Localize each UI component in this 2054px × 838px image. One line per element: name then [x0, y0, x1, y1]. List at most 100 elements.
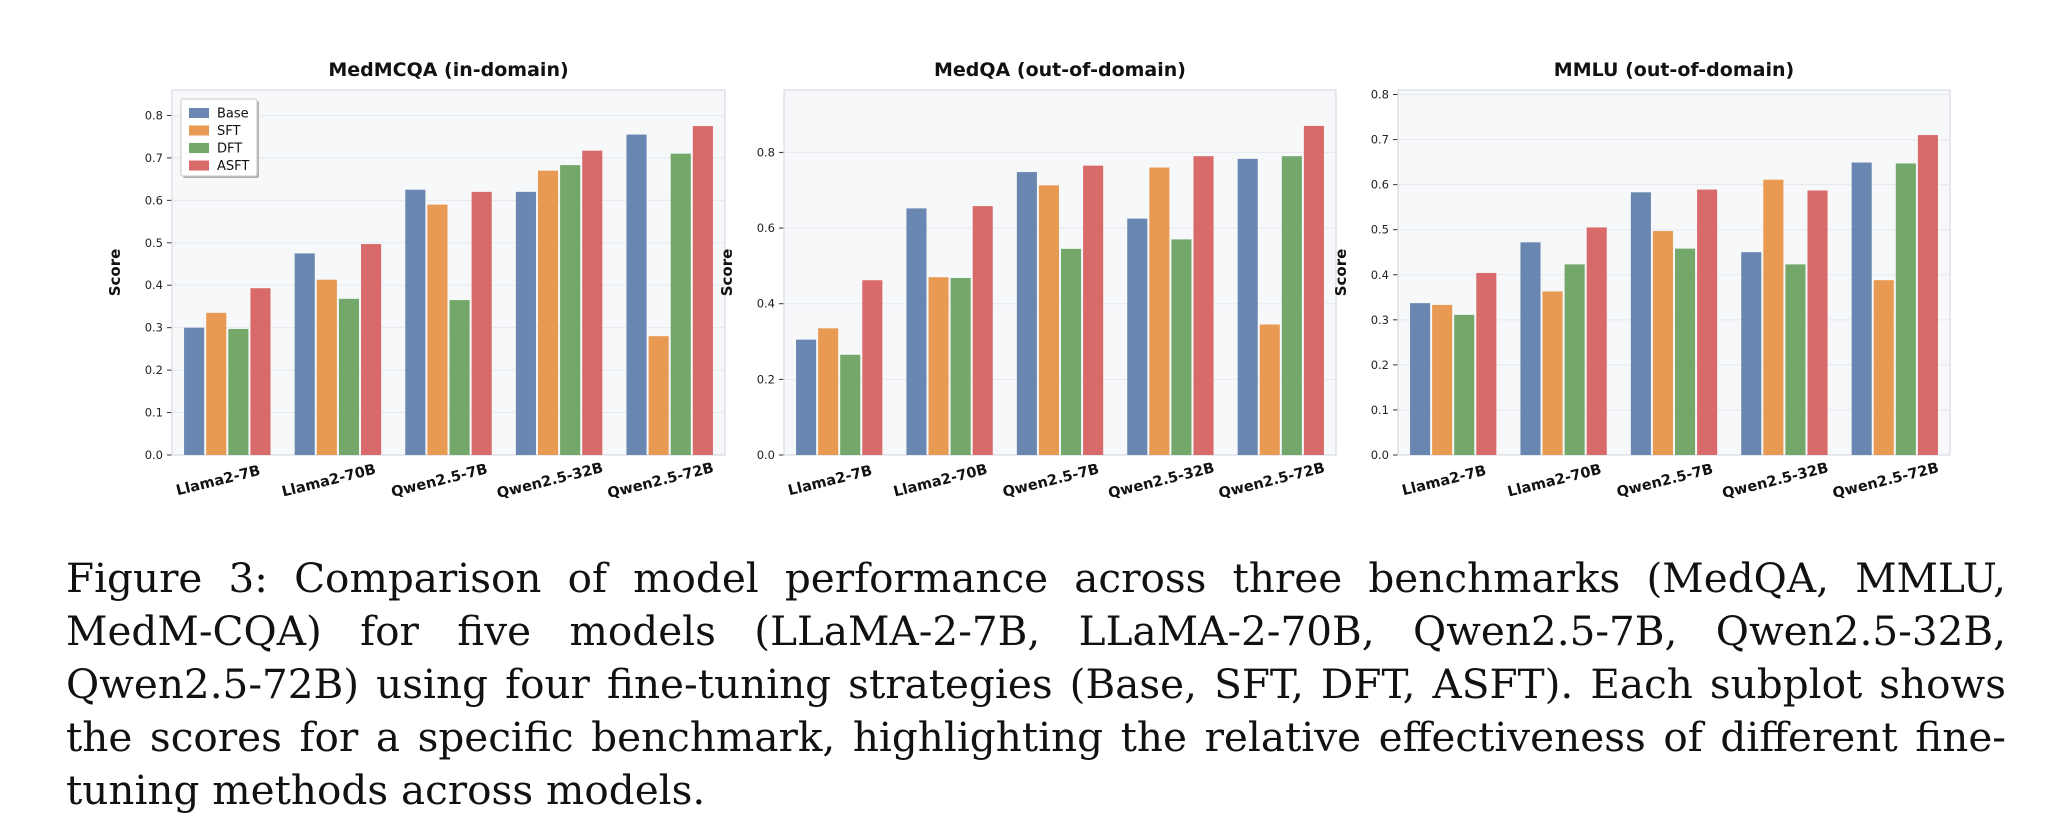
x-category-label: Qwen2.5-72B	[606, 460, 715, 502]
y-tick-label: 0.8	[145, 108, 163, 122]
y-axis-label: Score	[1332, 249, 1350, 297]
bar-sft-qwen2.5-32b	[537, 170, 559, 456]
bar-dft-qwen2.5-32b	[560, 165, 581, 456]
plot-frame	[1397, 89, 1951, 456]
bar-sft-qwen2.5-7b	[427, 204, 448, 455]
x-category-label: Qwen2.5-7B	[1615, 461, 1715, 500]
bar-asft-llama2-70b	[1586, 227, 1607, 455]
bar-base-qwen2.5-72b	[1851, 162, 1872, 455]
x-category-label: Llama2-70B	[280, 462, 377, 501]
bar-dft-llama2-7b	[1454, 314, 1475, 455]
bar-dft-llama2-70b	[338, 298, 360, 455]
bar-asft-qwen2.5-7b	[1697, 189, 1718, 455]
bar-sft-qwen2.5-32b	[1763, 179, 1784, 455]
bar-asft-qwen2.5-72b	[1917, 135, 1938, 456]
y-tick-label: 0.8	[757, 145, 775, 159]
bar-asft-llama2-70b	[361, 244, 382, 455]
bar-sft-qwen2.5-72b	[648, 336, 669, 455]
legend-swatch-base	[189, 108, 209, 118]
legend-box	[180, 98, 258, 177]
x-category-label: Qwen2.5-32B	[1721, 460, 1830, 502]
x-category-label: Qwen2.5-7B	[1001, 461, 1101, 500]
chart-panel-3: 0.0 0.1 0.2 0.3 0.4 0.5 0.6 0.7 0.8 Llama2-7B Llam…	[1332, 59, 1951, 502]
bar-sft-llama2-70b	[316, 279, 337, 455]
bar-asft-llama2-7b	[862, 280, 883, 455]
y-axis-label: Score	[106, 249, 124, 297]
x-category-label: Qwen2.5-32B	[495, 460, 604, 502]
y-tick-label: 0.8	[1371, 88, 1389, 102]
y-tick-label: 0.6	[757, 221, 775, 235]
bar-dft-llama2-70b	[950, 277, 971, 455]
y-tick-label: 0.1	[1371, 403, 1389, 417]
bar-base-qwen2.5-32b	[1741, 252, 1762, 455]
x-category-label: Llama2-7B	[787, 463, 874, 499]
bar-base-llama2-70b	[1520, 242, 1541, 455]
legend-swatch-asft	[189, 160, 209, 171]
plot-frame	[171, 89, 726, 456]
chart-title: MedMCQA (in-domain)	[328, 59, 568, 81]
bar-base-qwen2.5-7b	[1630, 192, 1651, 455]
y-tick-label: 0.3	[145, 321, 163, 335]
x-category-label: Llama2-7B	[1401, 463, 1488, 499]
bar-asft-qwen2.5-7b	[471, 191, 492, 455]
bar-sft-llama2-7b	[818, 328, 839, 455]
bar-sft-qwen2.5-32b	[1149, 167, 1170, 455]
chart-title: MMLU (out-of-domain)	[1554, 59, 1794, 81]
bar-dft-qwen2.5-72b	[1895, 163, 1916, 455]
bar-asft-qwen2.5-32b	[582, 150, 603, 455]
x-category-label: Llama2-70B	[1506, 462, 1603, 501]
bar-base-qwen2.5-72b	[626, 134, 647, 455]
bar-base-qwen2.5-72b	[1237, 158, 1258, 456]
y-tick-label: 0.7	[1371, 133, 1389, 147]
bar-asft-llama2-7b	[1476, 272, 1497, 455]
chart-title: MedQA (out-of-domain)	[934, 59, 1186, 81]
y-tick-label: 0.0	[1371, 448, 1389, 462]
legend-label-dft: DFT	[217, 142, 242, 157]
y-tick-label: 0.5	[1371, 223, 1389, 237]
bar-dft-llama2-70b	[1564, 264, 1585, 455]
legend-swatch-dft	[189, 143, 209, 153]
y-tick-label: 0.3	[1371, 313, 1389, 327]
y-tick-label: 0.4	[757, 297, 775, 311]
bar-base-qwen2.5-32b	[515, 191, 536, 455]
bar-dft-qwen2.5-7b	[1675, 248, 1696, 455]
bar-base-llama2-70b	[906, 208, 927, 455]
bar-sft-qwen2.5-72b	[1873, 280, 1894, 455]
y-tick-label: 0.7	[145, 151, 163, 165]
bar-sft-qwen2.5-7b	[1038, 185, 1059, 456]
legend-label-asft: ASFT	[217, 159, 249, 174]
bar-sft-llama2-7b	[1432, 304, 1453, 455]
bar-sft-llama2-70b	[1542, 291, 1563, 455]
figure-panels: 0.0 0.1 0.2 0.3 0.4 0.5 0.6 0.7 0.8 Llama2-7B Llam…	[106, 59, 1951, 502]
bar-base-qwen2.5-7b	[405, 189, 426, 455]
bar-dft-qwen2.5-7b	[449, 300, 470, 455]
x-category-label: Qwen2.5-7B	[390, 461, 490, 500]
x-category-label: Llama2-70B	[892, 462, 989, 501]
bar-dft-llama2-7b	[840, 354, 861, 455]
legend-swatch-sft	[189, 125, 209, 136]
bar-asft-qwen2.5-72b	[1303, 125, 1324, 455]
legend-label-sft: SFT	[217, 124, 241, 139]
y-tick-label: 0.2	[145, 363, 163, 377]
legend: Base SFT DFT ASFT	[180, 98, 259, 178]
bar-dft-qwen2.5-32b	[1785, 264, 1806, 455]
bar-sft-qwen2.5-7b	[1652, 231, 1673, 455]
bar-asft-llama2-70b	[972, 206, 993, 455]
bar-base-llama2-7b	[796, 339, 817, 455]
y-axis-label: Score	[718, 249, 736, 297]
bar-sft-llama2-70b	[928, 277, 949, 455]
chart-panel-1: 0.0 0.1 0.2 0.3 0.4 0.5 0.6 0.7 0.8 Llama2-7B Llam…	[106, 59, 726, 502]
bar-dft-llama2-7b	[228, 328, 249, 455]
legend-label-base: Base	[217, 107, 249, 122]
y-tick-label: 0.2	[1371, 358, 1389, 372]
plot-frame	[783, 89, 1337, 456]
x-category-label: Qwen2.5-72B	[1217, 460, 1326, 502]
bar-asft-qwen2.5-32b	[1193, 156, 1214, 455]
bar-dft-qwen2.5-72b	[1281, 156, 1302, 455]
y-tick-label: 0.5	[145, 236, 163, 250]
y-tick-label: 0.6	[1371, 178, 1389, 192]
bar-asft-llama2-7b	[250, 288, 271, 455]
bar-asft-qwen2.5-32b	[1807, 190, 1828, 455]
figure-caption: Figure 3: Comparison of model performanc…	[66, 554, 2006, 814]
x-category-label: Qwen2.5-32B	[1107, 460, 1216, 502]
